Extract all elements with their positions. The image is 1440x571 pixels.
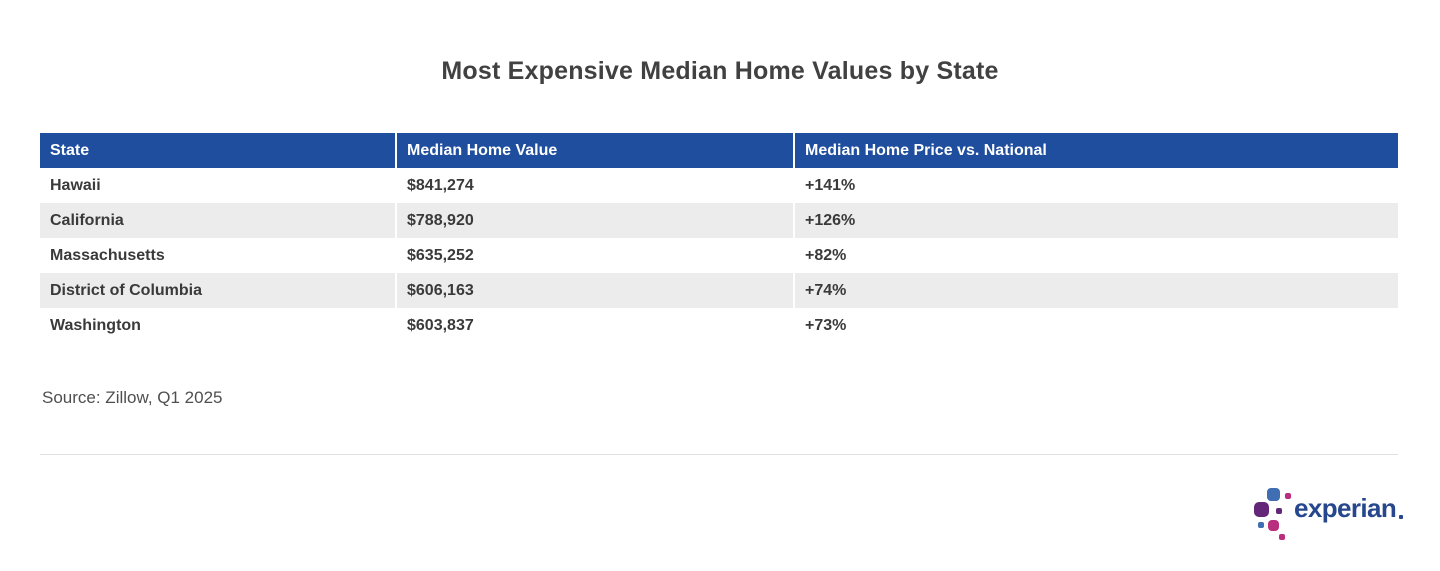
trademark-dot-icon bbox=[1399, 515, 1404, 519]
cell-state: Massachusetts bbox=[50, 246, 165, 264]
cell-state: Hawaii bbox=[50, 176, 101, 194]
table-row: Massachusetts $635,252 +82% bbox=[40, 238, 1398, 273]
cell-median-home-value: $606,163 bbox=[395, 273, 794, 308]
table-row: District of Columbia $606,163 +74% bbox=[40, 273, 1398, 308]
logo-dot-blue-large bbox=[1267, 488, 1280, 501]
home-values-table: State Median Home Value Median Home Pric… bbox=[40, 133, 1398, 343]
column-header-state: State bbox=[40, 133, 396, 168]
section-divider bbox=[40, 454, 1398, 455]
cell-median-home-value: $635,252 bbox=[395, 238, 794, 273]
cell-price-vs-national: +74% bbox=[793, 273, 1398, 308]
cell-state: California bbox=[50, 211, 124, 229]
experian-wordmark: experian bbox=[1294, 493, 1404, 523]
cell-price-vs-national: +73% bbox=[793, 308, 1398, 343]
logo-dot-magenta-small-bottom bbox=[1279, 534, 1285, 540]
logo-dot-magenta-medium bbox=[1268, 520, 1279, 531]
table-row: California $788,920 +126% bbox=[40, 203, 1398, 238]
table-row: Washington $603,837 +73% bbox=[40, 308, 1398, 343]
experian-logo: experian bbox=[1254, 486, 1404, 542]
cell-price-vs-national: +141% bbox=[793, 168, 1398, 203]
cell-median-home-value: $788,920 bbox=[395, 203, 794, 238]
cell-price-vs-national: +82% bbox=[793, 238, 1398, 273]
cell-state: District of Columbia bbox=[50, 281, 203, 299]
column-header-median-home-value: Median Home Value bbox=[395, 133, 794, 168]
logo-dot-purple-large bbox=[1254, 502, 1269, 517]
table-header-row: State Median Home Value Median Home Pric… bbox=[40, 133, 1398, 168]
logo-dot-purple-small bbox=[1276, 508, 1282, 514]
cell-median-home-value: $841,274 bbox=[395, 168, 794, 203]
logo-dot-magenta-small-top bbox=[1285, 493, 1291, 499]
column-header-price-vs-national: Median Home Price vs. National bbox=[793, 133, 1398, 168]
cell-price-vs-national: +126% bbox=[793, 203, 1398, 238]
table-row: Hawaii $841,274 +141% bbox=[40, 168, 1398, 203]
source-note: Source: Zillow, Q1 2025 bbox=[42, 388, 223, 407]
logo-dot-blue-small bbox=[1258, 522, 1264, 528]
experian-dots-icon bbox=[1254, 486, 1292, 542]
cell-state: Washington bbox=[50, 316, 141, 334]
page-title: Most Expensive Median Home Values by Sta… bbox=[441, 57, 999, 85]
cell-median-home-value: $603,837 bbox=[395, 308, 794, 343]
experian-wordmark-text: experian bbox=[1294, 493, 1397, 523]
